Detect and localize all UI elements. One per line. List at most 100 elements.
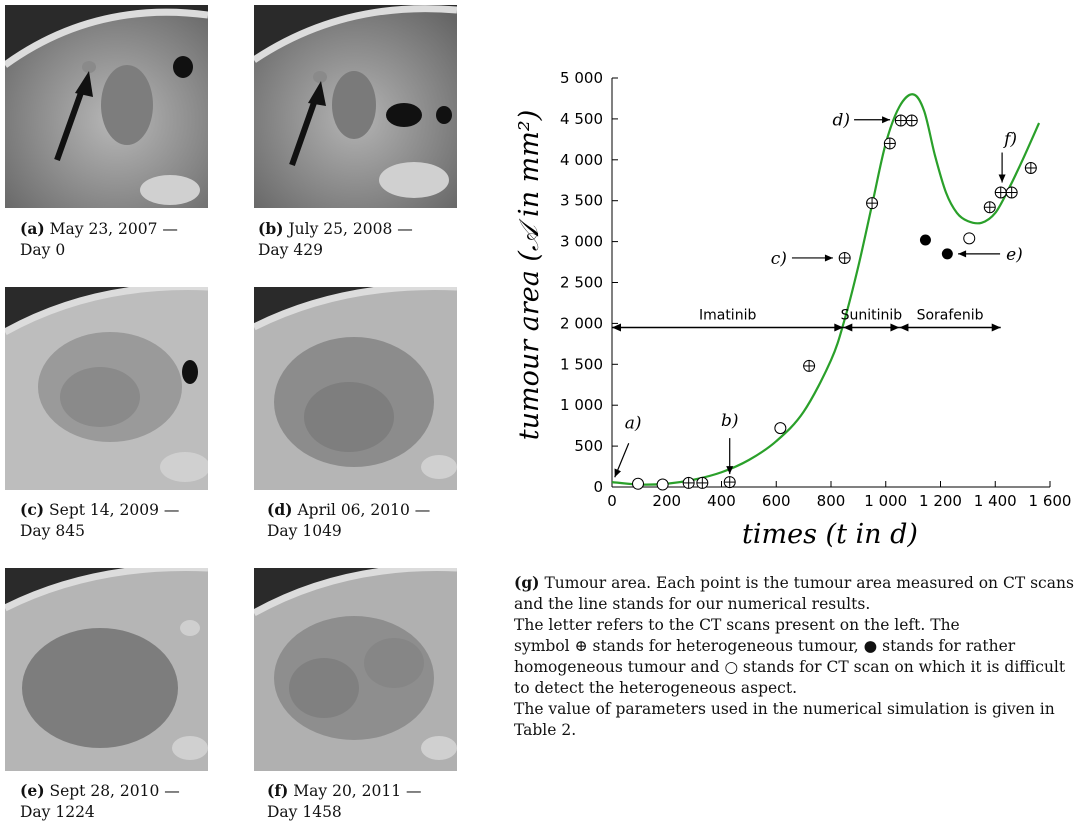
treatment-label: Sorafenib	[917, 307, 984, 323]
open-circle-point	[632, 477, 645, 490]
ct-image-d	[254, 287, 457, 490]
caption-day: Day 1458	[267, 803, 342, 821]
circle-plus-point	[1005, 186, 1018, 199]
arrow-head	[612, 323, 621, 332]
x-tick-label: 800	[817, 492, 846, 510]
x-tick-label: 1 000	[864, 492, 907, 510]
circle-plus-point	[866, 197, 879, 210]
point-ring	[656, 478, 669, 491]
chart-caption: (g) Tumour area. Each point is the tumou…	[514, 572, 1074, 741]
caption-letter: (d)	[267, 500, 293, 519]
circle-plus-point	[905, 114, 918, 127]
arrow-head	[843, 323, 853, 332]
heterogeneous-symbol: ⊕	[574, 637, 588, 655]
circle-plus-point	[1024, 161, 1037, 174]
caption-date: April 06, 2010 —	[297, 501, 431, 519]
x-tick-label: 600	[762, 492, 791, 510]
annotation-label: d)	[833, 111, 851, 131]
arrow-head	[890, 323, 900, 332]
caption-letter: (g)	[514, 573, 540, 592]
open-circle-point	[774, 422, 787, 435]
filled-circle-point	[941, 248, 953, 260]
treatment-arrows: Imatinib Sunitinib Sorafenib	[612, 307, 1001, 332]
caption-letter: (c)	[20, 500, 45, 519]
point-ring	[963, 232, 976, 245]
homogeneous-symbol: ●	[863, 637, 878, 655]
y-tick-label: 4 000	[560, 151, 603, 169]
y-tick-label: 2 500	[560, 274, 603, 292]
circle-plus-point	[696, 476, 709, 489]
caption-date: Sept 28, 2010 —	[49, 782, 180, 800]
y-tick-label: 1 000	[560, 396, 603, 414]
arrow-head	[991, 323, 1001, 332]
y-axis-label: tumour area (𝒜 in mm²)	[514, 110, 545, 440]
caption-date: July 25, 2008 —	[288, 220, 413, 238]
circle-plus-point	[682, 476, 695, 489]
circle-plus-point	[803, 359, 816, 372]
caption-date: May 20, 2011 —	[293, 782, 422, 800]
caption-d: (d) April 06, 2010 — Day 1049	[267, 499, 477, 542]
y-tick-label: 500	[574, 437, 603, 455]
caption-c: (c) Sept 14, 2009 — Day 845	[20, 499, 230, 542]
circle-plus-point	[883, 137, 896, 150]
circle-plus-point	[994, 186, 1007, 199]
circle-plus-point	[983, 201, 996, 214]
open-circle-point	[656, 478, 669, 491]
annotation-arrow-head	[998, 174, 1006, 183]
caption-date: May 23, 2007 —	[49, 220, 178, 238]
caption-day: Day 0	[20, 241, 66, 259]
caption-a: (a) May 23, 2007 — Day 0	[20, 218, 230, 261]
caption-date: Sept 14, 2009 —	[49, 501, 180, 519]
annotation-arrow-head	[614, 468, 622, 478]
y-tick-label: 0	[593, 478, 603, 496]
caption-letter: (b)	[258, 219, 284, 238]
caption-line-3d: stands for CT scan on which it is diffic…	[514, 658, 1066, 697]
x-tick-label: 200	[652, 492, 681, 510]
y-tick-label: 3 500	[560, 192, 603, 210]
ct-image-b	[254, 5, 457, 208]
caption-line-3a: symbol	[514, 637, 570, 655]
caption-day: Day 429	[258, 241, 323, 259]
annotation-label: f)	[1002, 130, 1017, 150]
open-circle-point	[963, 232, 976, 245]
annotation-label: e)	[1006, 245, 1023, 265]
y-tick-label: 1 500	[560, 355, 603, 373]
x-tick-label: 0	[607, 492, 617, 510]
scan-annotations: a) b) c) d) e) f)	[614, 111, 1023, 478]
caption-line-3b: stands for heterogeneous tumour,	[592, 637, 859, 655]
treatment-label: Sunitinib	[841, 307, 903, 323]
caption-day: Day 845	[20, 522, 85, 540]
x-tick-label: 400	[707, 492, 736, 510]
arrow-head	[899, 323, 909, 332]
filled-circle-point	[919, 234, 931, 246]
annotation-label: c)	[771, 249, 787, 269]
data-points	[632, 114, 1037, 491]
y-tick-label: 4 500	[560, 110, 603, 128]
circle-plus-point	[894, 114, 907, 127]
caption-b: (b) July 25, 2008 — Day 429	[258, 218, 468, 261]
annotation-arrow-head	[958, 250, 967, 258]
ct-image-a	[5, 5, 208, 208]
chart-ticks: 0 500 1 000 1 500 2 000 2 500 3 000 3 500 4 000 4…	[560, 69, 1071, 510]
caption-e: (e) Sept 28, 2010 — Day 1224	[20, 780, 230, 823]
arrow-head	[834, 323, 844, 332]
caption-letter: (e)	[20, 781, 45, 800]
annotation-label: a)	[625, 413, 642, 433]
y-tick-label: 2 000	[560, 314, 603, 332]
annotation-arrow-head	[882, 116, 891, 124]
point-ring	[632, 477, 645, 490]
undetermined-symbol: ○	[724, 658, 738, 676]
x-axis-label: times (t in d)	[742, 519, 918, 550]
x-tick-label: 1 200	[919, 492, 962, 510]
y-tick-label: 3 000	[560, 233, 603, 251]
ct-image-e	[5, 568, 208, 771]
chart-axes	[611, 78, 1050, 488]
circle-plus-point	[723, 476, 736, 489]
simulation-curve	[611, 93, 1041, 486]
caption-day: Day 1224	[20, 803, 95, 821]
ct-image-c	[5, 287, 208, 490]
annotation-label: b)	[721, 411, 739, 431]
caption-line-1: Tumour area. Each point is the tumour ar…	[514, 574, 1074, 613]
caption-letter: (f)	[267, 781, 289, 800]
treatment-label: Imatinib	[699, 307, 756, 323]
